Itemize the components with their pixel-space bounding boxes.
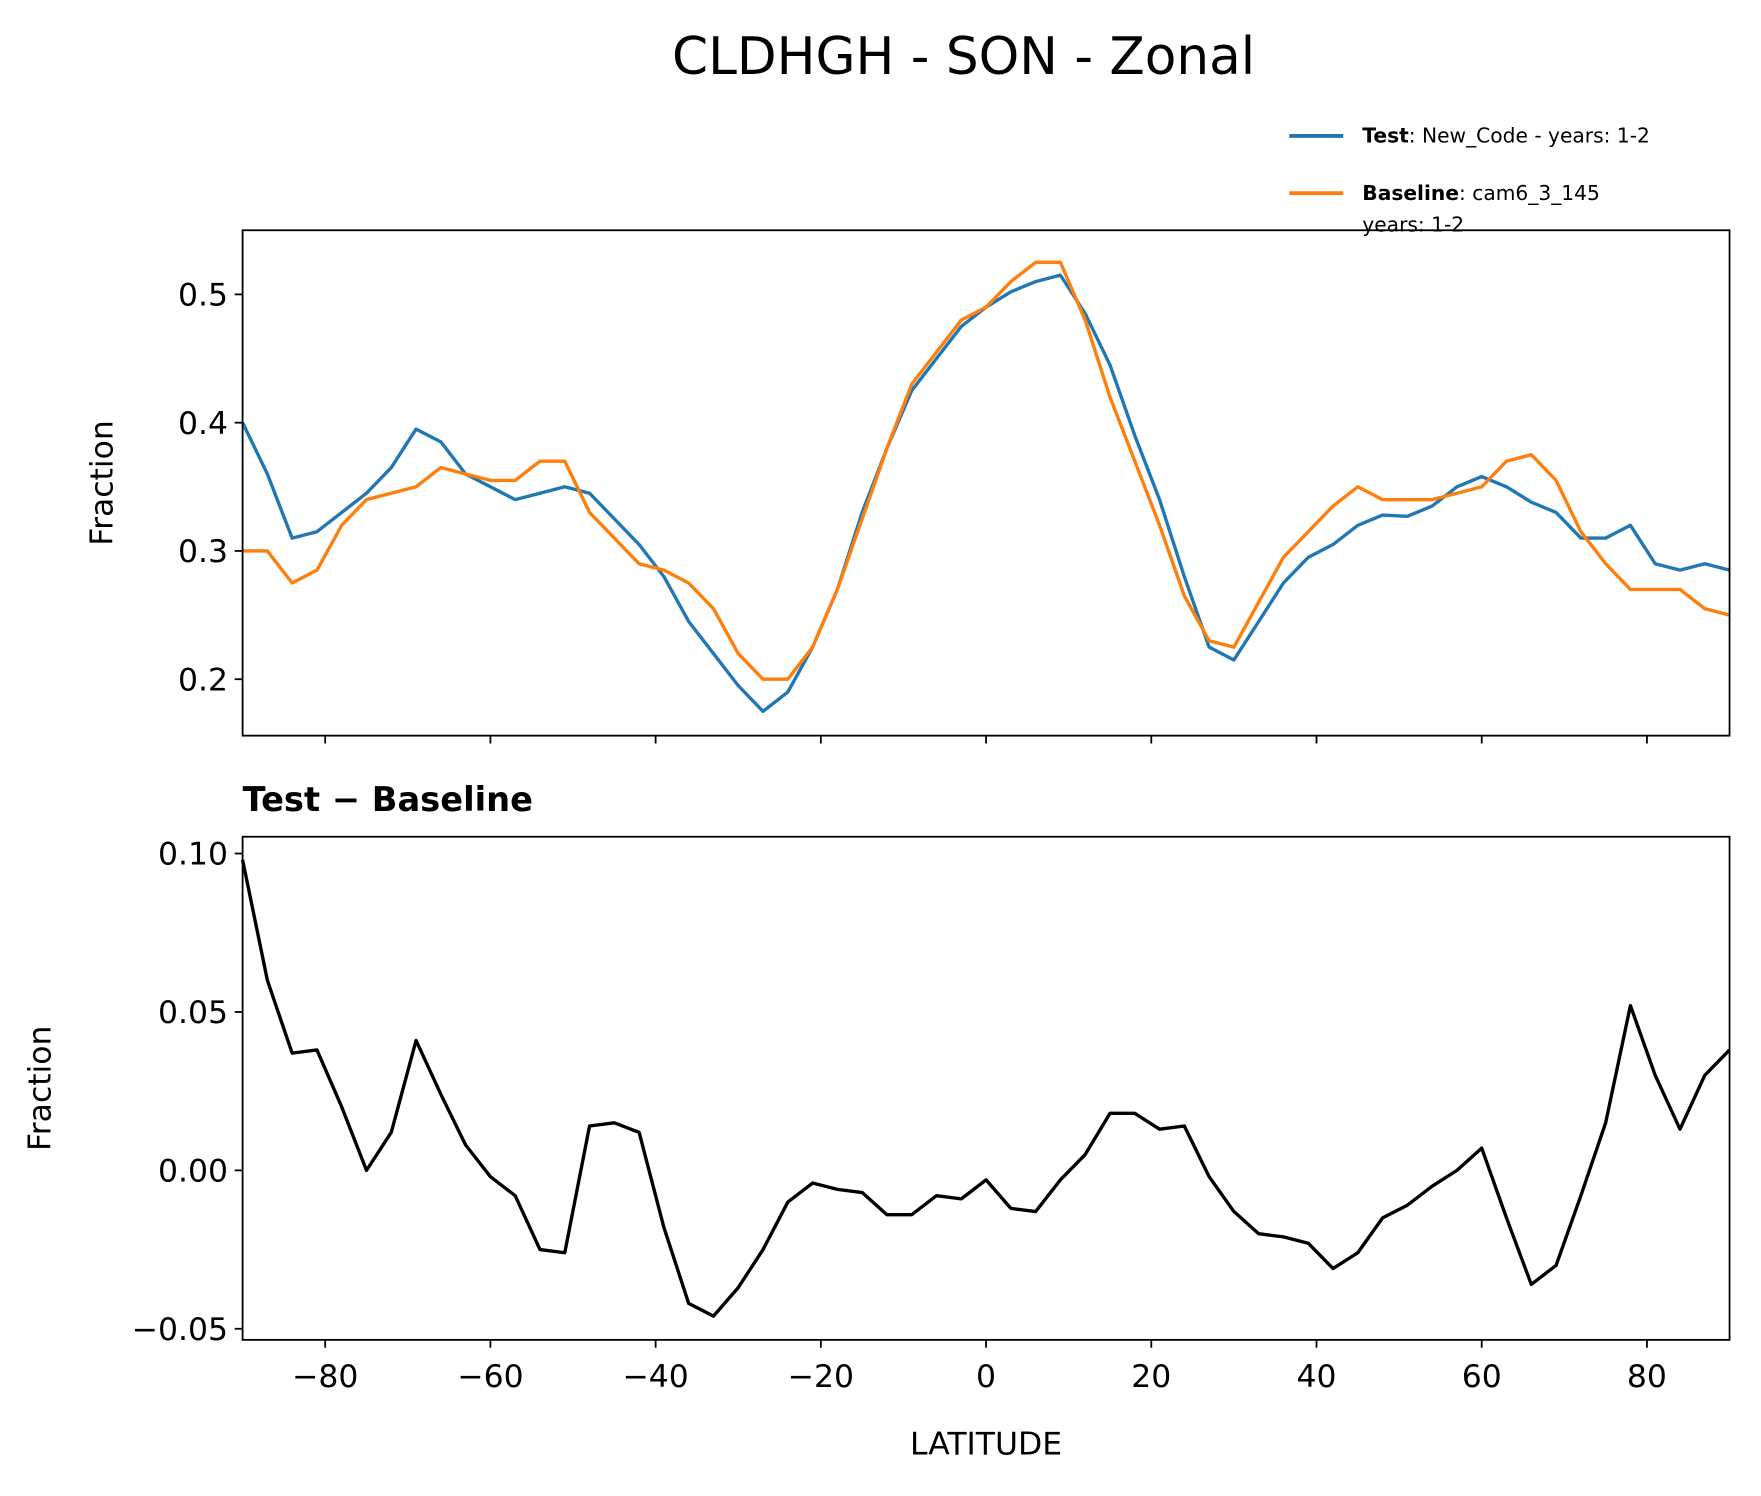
y-tick-label: 0.3 [178,534,228,570]
x-tick-label: 60 [1462,1359,1502,1395]
legend-text: : cam6_3_145 [1459,181,1600,205]
x-tick-label: −20 [788,1359,854,1395]
y-tick-label: 0.10 [158,837,228,873]
legend-label: Baseline: cam6_3_145 years: 1-2 [1362,181,1600,236]
axes-frame [241,835,1731,1341]
legend-name: Test [1362,124,1409,148]
y-tick-label: 0.05 [158,995,228,1031]
y-tick-label: 0.4 [178,406,228,442]
y-axis-label: Fraction [23,1026,59,1152]
y-tick-label: 0.00 [158,1154,228,1190]
chart-title: CLDHGH - SON - Zonal [672,27,1255,87]
legend-text: : New_Code - years: 1-2 [1409,124,1650,148]
y-tick-label: −0.05 [132,1312,228,1348]
y-tick-label: 0.2 [178,662,228,698]
y-axis-label: Fraction [84,420,120,546]
x-tick-label: −80 [292,1359,358,1395]
data-line [240,859,1731,1318]
y-tick-label: 0.5 [178,278,228,314]
x-tick-label: −40 [622,1359,688,1395]
panel-title: Test − Baseline [243,780,533,819]
axes-frame [241,229,1731,737]
x-axis-label: LATITUDE [910,1426,1062,1462]
legend-label: Test: New_Code - years: 1-2 [1362,124,1650,148]
legend-text: years: 1-2 [1362,212,1464,236]
x-tick-label: −60 [457,1359,523,1395]
x-tick-label: 40 [1296,1359,1336,1395]
x-tick-label: 0 [976,1359,996,1395]
data-line [242,260,1730,681]
legend-name: Baseline [1362,181,1459,205]
x-tick-label: 20 [1131,1359,1171,1395]
x-tick-label: 80 [1627,1359,1667,1395]
